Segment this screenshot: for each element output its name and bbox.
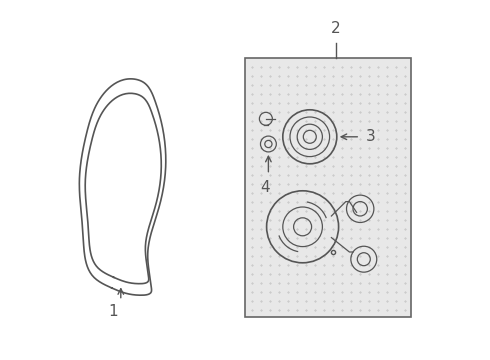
Text: 1: 1 [109,304,119,319]
Text: 2: 2 [331,21,341,36]
Bar [245,58,411,317]
Text: 3: 3 [366,129,375,144]
Text: 4: 4 [260,180,270,195]
